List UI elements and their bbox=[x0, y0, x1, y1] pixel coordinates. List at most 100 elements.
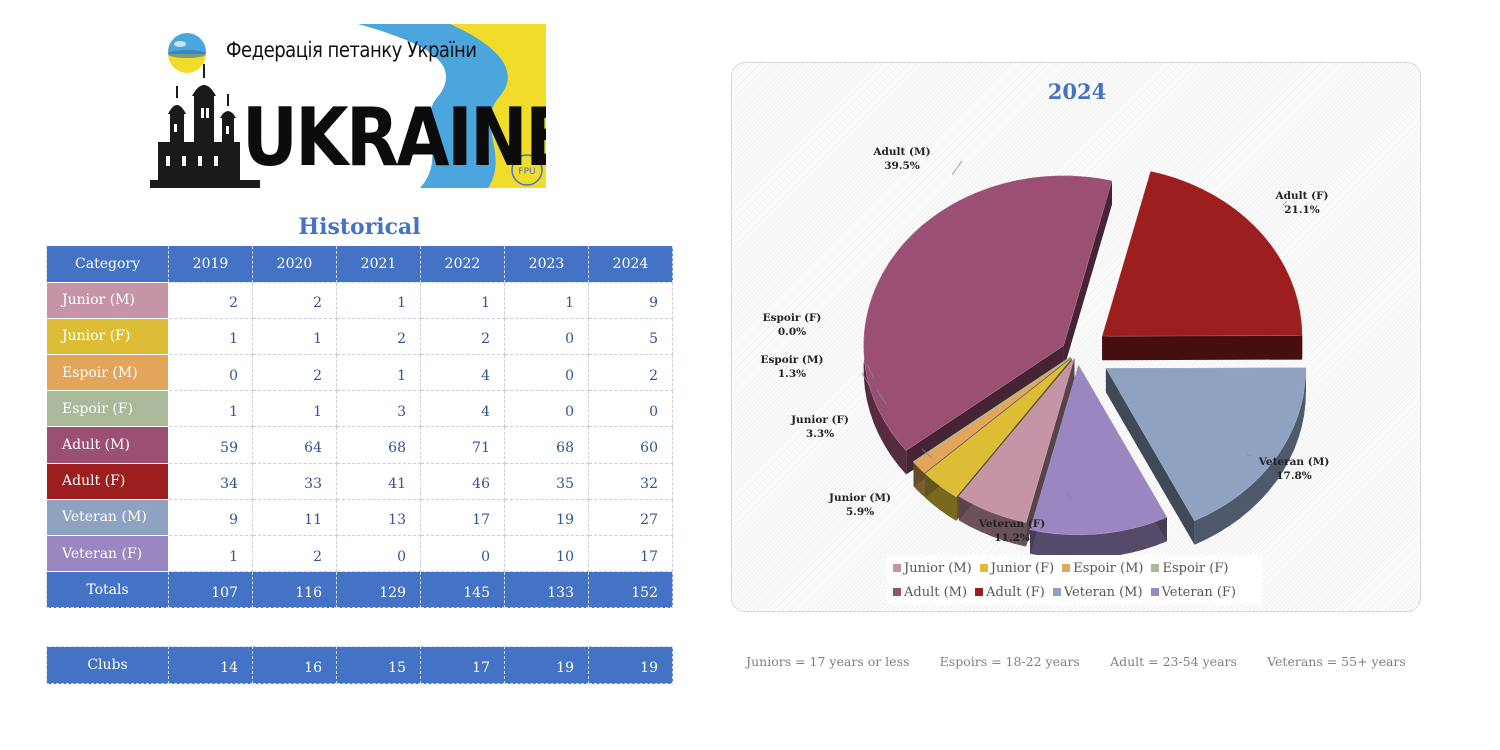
church-windows bbox=[166, 108, 229, 166]
pie-chart: Adult (F) 21.1% Veteran (M) 17.8% Veteran (F… bbox=[761, 146, 1329, 559]
table-row: Adult (M) 59 64 68 71 68 60 bbox=[46, 426, 673, 464]
data-label-percent: 11.2% bbox=[994, 532, 1030, 544]
leader-line bbox=[861, 372, 871, 388]
pie-slice-edge bbox=[1102, 335, 1303, 361]
header-year: 2024 bbox=[588, 246, 673, 283]
banner-caption: Федерація петанку України bbox=[226, 38, 477, 62]
data-label-name: Junior (F) bbox=[790, 414, 849, 426]
table-row: Junior (M) 2 2 1 1 1 9 bbox=[46, 281, 673, 319]
totals-cell: 133 bbox=[504, 571, 589, 609]
data-label-name: Espoir (M) bbox=[761, 354, 824, 366]
legend-label: Espoir (F) bbox=[1162, 560, 1229, 576]
table-cell: 2 bbox=[588, 354, 673, 392]
totals-cell: 152 bbox=[588, 571, 673, 609]
table-cell: 59 bbox=[168, 426, 253, 464]
legend-item: Espoir (F) bbox=[1151, 561, 1228, 576]
legend-swatch bbox=[975, 588, 984, 596]
legend-swatch bbox=[893, 588, 901, 596]
age-footnotes: Juniors = 17 years or less Espoirs = 18-… bbox=[731, 654, 1421, 669]
table-cell: 46 bbox=[420, 462, 505, 500]
table-cell: 1 bbox=[336, 354, 421, 392]
footnote-juniors: Juniors = 17 years or less bbox=[746, 654, 910, 669]
table-cell: 64 bbox=[252, 426, 337, 464]
data-label-percent: 39.5% bbox=[884, 160, 920, 172]
pie-slice-wall bbox=[958, 496, 1027, 547]
banner-word: UKRAINE bbox=[242, 91, 546, 184]
table-cell: 3 bbox=[336, 390, 421, 428]
legend-label: Espoir (M) bbox=[1073, 560, 1144, 576]
table-cell: 2 bbox=[420, 317, 505, 356]
banner-graphic: FPU bbox=[150, 24, 546, 188]
header-year: 2021 bbox=[336, 246, 421, 283]
row-category: Espoir (F) bbox=[46, 390, 169, 428]
table-body: Junior (M) 2 2 1 1 1 9 Junior (F) 1 1 2 2 0 5 Espoir (… bbox=[46, 281, 673, 609]
legend-label: Junior (M) bbox=[904, 560, 972, 576]
row-category: Veteran (M) bbox=[46, 498, 169, 537]
clubs-row: Clubs 14 16 15 17 19 19 bbox=[46, 646, 673, 684]
legend-swatch bbox=[979, 564, 988, 572]
table-cell: 71 bbox=[420, 426, 505, 464]
chart-legend: Junior (M) Junior (F) Espoir (M) Espoir (F)… bbox=[887, 555, 1262, 605]
table-title: Historical bbox=[298, 214, 421, 240]
row-category: Espoir (M) bbox=[46, 354, 169, 392]
pie-slice bbox=[1101, 170, 1303, 337]
globe-icon bbox=[168, 33, 206, 73]
clubs-cell: 15 bbox=[336, 646, 421, 684]
table-cell: 0 bbox=[504, 390, 589, 428]
legend-swatch bbox=[1062, 564, 1071, 572]
leader-line bbox=[921, 448, 933, 459]
pie-slice bbox=[1029, 364, 1168, 536]
federation-banner: FPU Федерація петанку України UKRAINE bbox=[150, 24, 546, 188]
table-cell: 2 bbox=[168, 281, 253, 319]
clubs-cell: 19 bbox=[504, 646, 589, 684]
legend-item: Adult (F) bbox=[975, 585, 1045, 600]
table-cell: 68 bbox=[336, 426, 421, 464]
historical-table: Category 2019 2020 2021 2022 2023 2024 J… bbox=[46, 246, 673, 609]
legend-label: Adult (M) bbox=[904, 584, 968, 600]
table-cell: 1 bbox=[252, 317, 337, 356]
table-cell: 0 bbox=[504, 354, 589, 392]
table-cell: 68 bbox=[504, 426, 589, 464]
table-row: Espoir (M) 0 2 1 4 0 2 bbox=[46, 354, 673, 392]
clubs-table: Clubs 14 16 15 17 19 19 bbox=[46, 646, 673, 684]
totals-row: Totals 107 116 129 145 133 152 bbox=[46, 571, 673, 609]
table-cell: 2 bbox=[336, 317, 421, 356]
data-label-percent: 17.8% bbox=[1276, 470, 1312, 482]
data-label-percent: 5.9% bbox=[846, 506, 874, 518]
leader-line bbox=[866, 363, 875, 379]
table-header-row: Category 2019 2020 2021 2022 2023 2024 bbox=[46, 246, 673, 283]
pie-slice-wall bbox=[1030, 517, 1167, 559]
clubs-label: Clubs bbox=[46, 646, 169, 684]
table-cell: 32 bbox=[588, 462, 673, 500]
header-category: Category bbox=[46, 246, 169, 283]
badge-icon bbox=[511, 154, 543, 186]
row-category: Adult (M) bbox=[46, 426, 169, 464]
legend-item: Junior (F) bbox=[979, 560, 1055, 576]
table-cell: 1 bbox=[168, 317, 253, 356]
pie-slice-edge bbox=[1105, 368, 1195, 545]
table-row: Junior (F) 1 1 2 2 0 5 bbox=[46, 317, 673, 356]
pie-slice bbox=[958, 357, 1075, 523]
chart-title: 2024 bbox=[1047, 79, 1107, 104]
table-cell: 4 bbox=[420, 354, 505, 392]
table-cell: 4 bbox=[420, 390, 505, 428]
pie-slice bbox=[863, 175, 1113, 451]
header-year: 2022 bbox=[420, 246, 505, 283]
leader-line bbox=[876, 389, 887, 405]
table-cell: 1 bbox=[168, 390, 253, 428]
clubs-cell: 17 bbox=[420, 646, 505, 684]
data-label-percent: 0.0% bbox=[778, 326, 806, 338]
row-category: Junior (F) bbox=[46, 317, 169, 356]
data-label-name: Adult (F) bbox=[1274, 190, 1328, 202]
legend-label: Junior (F) bbox=[990, 560, 1055, 576]
table-cell: 1 bbox=[252, 390, 337, 428]
legend-swatch bbox=[1052, 588, 1061, 596]
table-cell: 2 bbox=[252, 281, 337, 319]
flag-yellow-band bbox=[450, 24, 546, 188]
pie-slice-edge bbox=[1026, 357, 1075, 547]
table-cell: 1 bbox=[168, 534, 253, 573]
table-cell: 9 bbox=[588, 281, 673, 319]
data-label-name: Espoir (F) bbox=[763, 312, 822, 324]
legend-item: Veteran (F) bbox=[1150, 585, 1236, 600]
table-cell: 0 bbox=[420, 534, 505, 573]
